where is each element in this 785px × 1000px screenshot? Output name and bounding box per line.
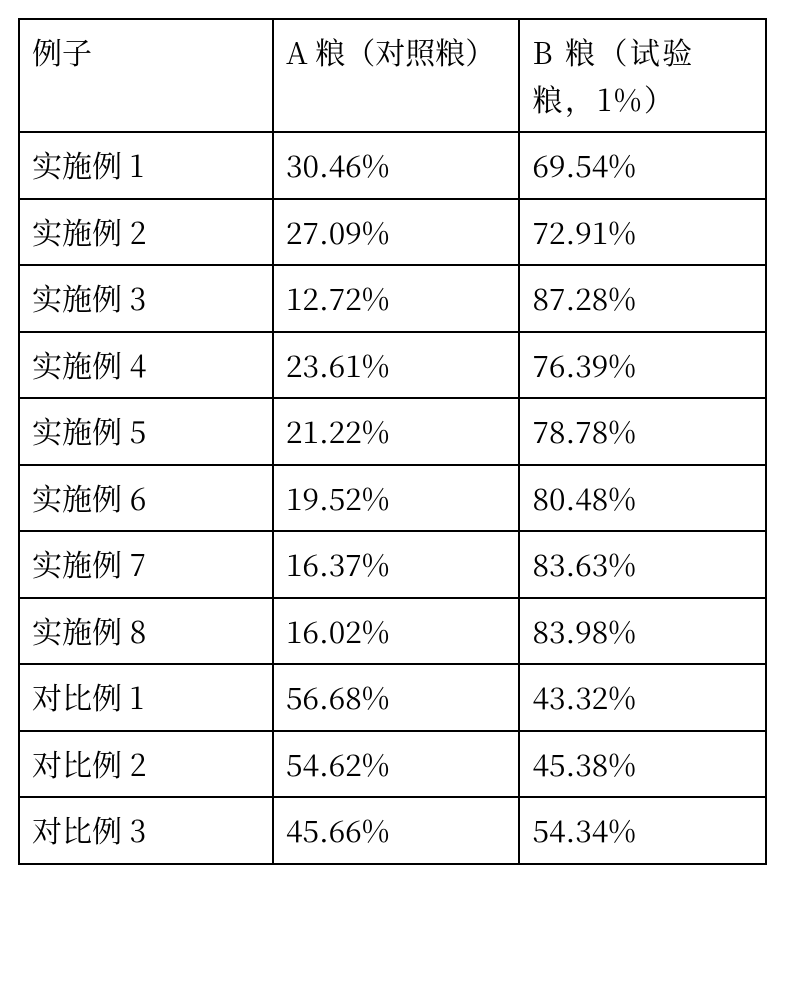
cell-a-feed-text: 12.72% — [274, 266, 519, 331]
cell-example: 实施例 4 — [19, 332, 273, 399]
cell-a-feed-text: 16.02% — [274, 599, 519, 664]
cell-a-feed: 12.72% — [273, 265, 520, 332]
cell-a-feed-text: 27.09% — [274, 200, 519, 265]
cell-a-feed: 56.68% — [273, 664, 520, 731]
cell-b-feed-text: 72.91% — [520, 200, 765, 265]
table-row: 对比例 2 54.62% 45.38% — [19, 731, 766, 798]
cell-b-feed-text: 83.98% — [520, 599, 765, 664]
cell-a-feed-text: 19.52% — [274, 466, 519, 531]
cell-b-feed: 76.39% — [519, 332, 766, 399]
cell-b-feed-text: 83.63% — [520, 532, 765, 597]
cell-example-text: 实施例 8 — [20, 599, 272, 664]
cell-a-feed: 16.37% — [273, 531, 520, 598]
cell-a-feed-text: 45.66% — [274, 798, 519, 863]
cell-example-text: 实施例 3 — [20, 266, 272, 331]
col-header-example: 例子 — [19, 19, 273, 132]
cell-b-feed: 43.32% — [519, 664, 766, 731]
cell-a-feed: 19.52% — [273, 465, 520, 532]
cell-b-feed-text: 69.54% — [520, 133, 765, 198]
cell-b-feed-text: 43.32% — [520, 665, 765, 730]
cell-b-feed: 72.91% — [519, 199, 766, 266]
cell-example: 实施例 8 — [19, 598, 273, 665]
cell-a-feed-text: 16.37% — [274, 532, 519, 597]
cell-example: 实施例 7 — [19, 531, 273, 598]
cell-a-feed-text: 21.22% — [274, 399, 519, 464]
col-header-b-feed: B 粮（试验粮，1%） — [519, 19, 766, 132]
col-header-a-feed: A 粮（对照粮） — [273, 19, 520, 132]
cell-b-feed: 87.28% — [519, 265, 766, 332]
cell-example-text: 对比例 3 — [20, 798, 272, 863]
table-header-row: 例子 A 粮（对照粮） B 粮（试验粮，1%） — [19, 19, 766, 132]
cell-b-feed-text: 87.28% — [520, 266, 765, 331]
cell-example: 实施例 2 — [19, 199, 273, 266]
cell-example: 实施例 3 — [19, 265, 273, 332]
cell-example: 实施例 1 — [19, 132, 273, 199]
cell-a-feed: 21.22% — [273, 398, 520, 465]
cell-example-text: 实施例 7 — [20, 532, 272, 597]
cell-example-text: 实施例 6 — [20, 466, 272, 531]
cell-example-text: 实施例 1 — [20, 133, 272, 198]
cell-a-feed: 45.66% — [273, 797, 520, 864]
cell-b-feed: 83.98% — [519, 598, 766, 665]
table-row: 实施例 7 16.37% 83.63% — [19, 531, 766, 598]
cell-example-text: 实施例 4 — [20, 333, 272, 398]
cell-example-text: 对比例 1 — [20, 665, 272, 730]
cell-b-feed: 83.63% — [519, 531, 766, 598]
cell-b-feed-text: 54.34% — [520, 798, 765, 863]
table-row: 对比例 3 45.66% 54.34% — [19, 797, 766, 864]
cell-example-text: 对比例 2 — [20, 732, 272, 797]
cell-b-feed-text: 76.39% — [520, 333, 765, 398]
col-header-a-feed-text: A 粮（对照粮） — [274, 20, 519, 85]
cell-b-feed-text: 45.38% — [520, 732, 765, 797]
cell-example: 对比例 2 — [19, 731, 273, 798]
cell-b-feed: 45.38% — [519, 731, 766, 798]
cell-a-feed: 54.62% — [273, 731, 520, 798]
table-row: 实施例 2 27.09% 72.91% — [19, 199, 766, 266]
cell-a-feed-text: 54.62% — [274, 732, 519, 797]
cell-a-feed-text: 56.68% — [274, 665, 519, 730]
cell-b-feed: 69.54% — [519, 132, 766, 199]
col-header-example-text: 例子 — [20, 20, 272, 85]
cell-b-feed: 54.34% — [519, 797, 766, 864]
table-row: 实施例 3 12.72% 87.28% — [19, 265, 766, 332]
cell-b-feed-text: 80.48% — [520, 466, 765, 531]
cell-example-text: 实施例 5 — [20, 399, 272, 464]
cell-a-feed-text: 30.46% — [274, 133, 519, 198]
cell-a-feed: 16.02% — [273, 598, 520, 665]
cell-example: 实施例 6 — [19, 465, 273, 532]
col-header-b-feed-text: B 粮（试验粮，1%） — [520, 20, 765, 131]
results-table: 例子 A 粮（对照粮） B 粮（试验粮，1%） 实施例 1 30.46% 69.… — [18, 18, 767, 865]
cell-example: 实施例 5 — [19, 398, 273, 465]
cell-example-text: 实施例 2 — [20, 200, 272, 265]
cell-b-feed: 78.78% — [519, 398, 766, 465]
table-row: 实施例 8 16.02% 83.98% — [19, 598, 766, 665]
cell-b-feed: 80.48% — [519, 465, 766, 532]
table-row: 实施例 4 23.61% 76.39% — [19, 332, 766, 399]
cell-example: 对比例 1 — [19, 664, 273, 731]
page: 例子 A 粮（对照粮） B 粮（试验粮，1%） 实施例 1 30.46% 69.… — [0, 0, 785, 1000]
table-row: 对比例 1 56.68% 43.32% — [19, 664, 766, 731]
cell-a-feed: 23.61% — [273, 332, 520, 399]
cell-a-feed-text: 23.61% — [274, 333, 519, 398]
cell-a-feed: 27.09% — [273, 199, 520, 266]
table-row: 实施例 5 21.22% 78.78% — [19, 398, 766, 465]
table-row: 实施例 1 30.46% 69.54% — [19, 132, 766, 199]
cell-b-feed-text: 78.78% — [520, 399, 765, 464]
cell-a-feed: 30.46% — [273, 132, 520, 199]
table-row: 实施例 6 19.52% 80.48% — [19, 465, 766, 532]
cell-example: 对比例 3 — [19, 797, 273, 864]
